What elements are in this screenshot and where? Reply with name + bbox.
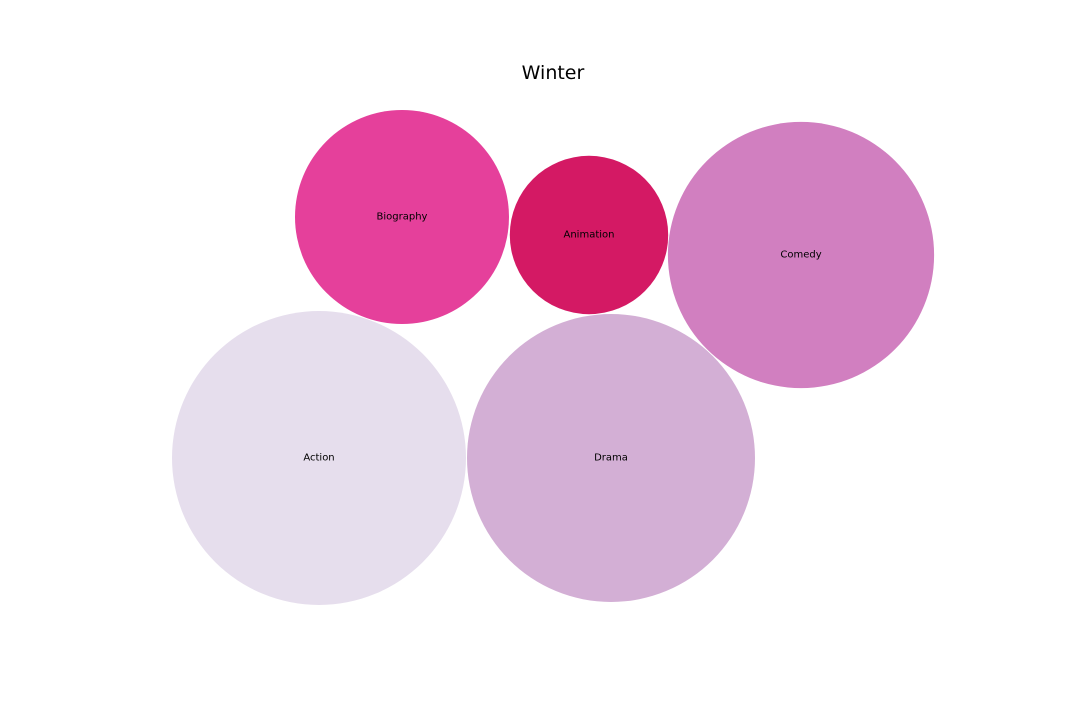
bubble-comedy: Comedy [667,121,935,389]
bubble-drama: Drama [467,314,755,602]
bubble-label-drama: Drama [594,453,628,464]
bubble-action: Action [172,311,466,605]
bubble-circle-comedy [667,121,935,389]
bubble-circle-biography [295,110,509,324]
bubble-animation: Animation [509,155,669,315]
bubble-circle-action [172,311,466,605]
bubble-circle-drama [467,314,755,602]
bubble-biography: Biography [295,110,509,324]
bubble-label-animation: Animation [564,230,615,241]
bubble-label-action: Action [303,453,334,464]
bubble-label-biography: Biography [377,212,428,223]
bubble-circle-animation [509,155,669,315]
chart-title: Winter [521,62,585,84]
bubble-label-comedy: Comedy [780,250,821,261]
